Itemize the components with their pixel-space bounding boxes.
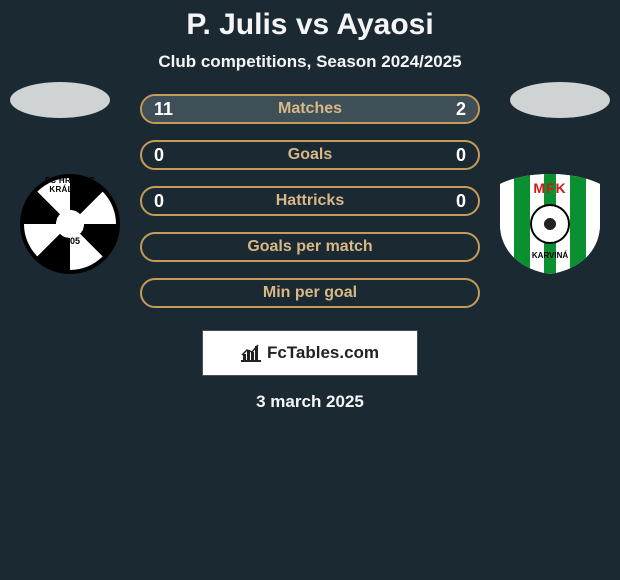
player-disc-left — [10, 82, 110, 118]
stat-bar: 00Hattricks — [140, 186, 480, 216]
crest-left-year: 1905 — [24, 236, 116, 246]
stat-label: Matches — [142, 100, 478, 118]
generated-date: 3 march 2025 — [256, 392, 364, 412]
crest-left: FC HRADEC KRÁLOVÉ 1905 — [20, 174, 120, 274]
team-badge-left: FC HRADEC KRÁLOVÉ 1905 — [20, 174, 120, 274]
footer-brand-text: FcTables.com — [267, 343, 379, 363]
crest-right-bottom: KARVINÁ — [500, 251, 600, 260]
bar-chart-icon — [241, 344, 261, 362]
crest-right: MFK KARVINÁ — [500, 174, 600, 274]
footer-brand-box: FcTables.com — [202, 330, 418, 376]
stat-bar: 00Goals — [140, 140, 480, 170]
stats-area: FC HRADEC KRÁLOVÉ 1905 MFK KARVINÁ 112Ma… — [0, 94, 620, 412]
stat-bar: Min per goal — [140, 278, 480, 308]
stat-bars: 112Matches 00Goals 00Hattricks Goals per ma… — [140, 94, 480, 324]
stat-label: Goals per match — [142, 238, 478, 256]
stat-label: Hattricks — [142, 192, 478, 210]
stat-bar: Goals per match — [140, 232, 480, 262]
crest-left-name: FC HRADEC KRÁLOVÉ — [24, 176, 116, 194]
stat-label: Goals — [142, 146, 478, 164]
subtitle: Club competitions, Season 2024/2025 — [158, 52, 461, 72]
soccer-ball-icon — [530, 204, 570, 244]
team-badge-right: MFK KARVINÁ — [500, 174, 600, 274]
comparison-infographic: P. Julis vs Ayaosi Club competitions, Se… — [0, 0, 620, 412]
player-disc-right — [510, 82, 610, 118]
crest-right-top: MFK — [500, 180, 600, 196]
stat-bar: 112Matches — [140, 94, 480, 124]
page-title: P. Julis vs Ayaosi — [186, 8, 433, 42]
stat-label: Min per goal — [142, 284, 478, 302]
